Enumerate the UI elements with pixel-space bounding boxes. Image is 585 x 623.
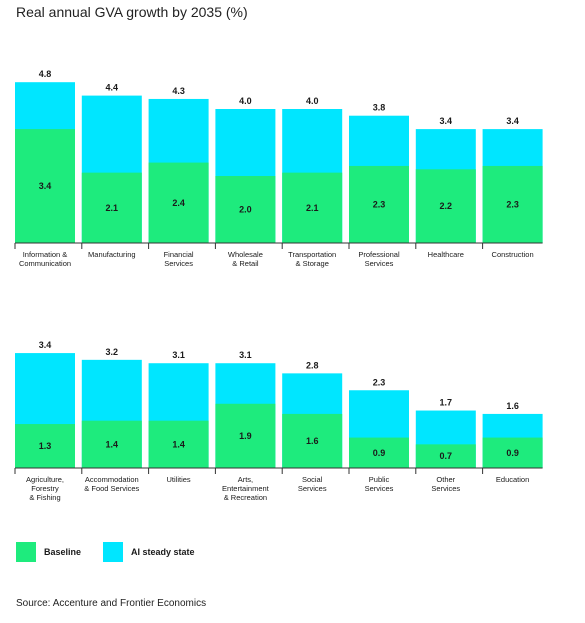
bar-baseline <box>81 172 142 243</box>
bar-baseline <box>215 403 276 468</box>
bar-charts: 4.8 3.4 Information & Communication 4.4 2.1 Ma… <box>14 69 543 502</box>
category-label: Professional Services <box>358 250 400 268</box>
category-label: Other Services <box>431 475 460 493</box>
bar-baseline <box>415 169 476 243</box>
data-label-baseline: 0.7 <box>440 451 453 461</box>
data-label-ai: 1.6 <box>506 401 519 411</box>
data-label-baseline: 1.4 <box>172 439 185 449</box>
data-label-ai: 4.0 <box>239 96 252 106</box>
data-label-ai: 4.0 <box>306 96 319 106</box>
legend-label-baseline: Baseline <box>44 547 82 557</box>
data-label-baseline: 1.6 <box>306 436 319 446</box>
bar-baseline <box>148 420 209 468</box>
legend-item-ai: AI steady state <box>103 542 195 562</box>
legend: Baseline AI steady state <box>0 542 585 564</box>
bar-baseline <box>349 437 409 468</box>
data-label-baseline: 2.3 <box>373 199 386 209</box>
data-label-ai: 4.3 <box>172 86 185 96</box>
category-label: Financial Services <box>164 250 194 268</box>
category-label: Manufacturing <box>88 250 136 259</box>
data-label-baseline: 2.1 <box>306 203 319 213</box>
data-label-baseline: 0.9 <box>373 448 386 458</box>
data-label-baseline: 1.3 <box>39 441 52 451</box>
category-label: Social Services <box>298 475 327 493</box>
bar-baseline <box>81 420 142 468</box>
category-label: Transportation & Storage <box>288 250 336 268</box>
data-label-ai: 3.4 <box>39 340 52 350</box>
category-label: Public Services <box>365 475 394 493</box>
data-label-baseline: 2.2 <box>440 201 453 211</box>
data-label-baseline: 0.9 <box>506 448 519 458</box>
bar-baseline <box>15 424 75 468</box>
data-label-ai: 3.4 <box>506 116 519 126</box>
category-label: Arts, Entertainment & Recreation <box>222 475 270 502</box>
legend-swatch-baseline <box>16 542 36 562</box>
data-label-ai: 3.4 <box>440 116 453 126</box>
legend-label-ai: AI steady state <box>131 547 195 557</box>
bar-baseline <box>415 444 476 468</box>
data-label-ai: 3.8 <box>373 103 386 113</box>
category-label: Healthcare <box>428 250 464 259</box>
data-label-baseline: 3.4 <box>39 181 52 191</box>
bar-baseline <box>215 176 276 243</box>
bar-baseline <box>282 413 343 468</box>
bar-baseline <box>282 172 343 243</box>
data-label-baseline: 1.9 <box>239 431 252 441</box>
category-label: Utilities <box>167 475 191 484</box>
data-label-baseline: 2.0 <box>239 205 252 215</box>
data-label-baseline: 2.4 <box>172 198 185 208</box>
data-label-ai: 2.3 <box>373 377 386 387</box>
category-label: Construction <box>492 250 534 259</box>
data-label-ai: 2.8 <box>306 360 319 370</box>
bar-baseline <box>482 437 543 468</box>
source-note: Source: Accenture and Frontier Economics <box>16 598 207 609</box>
data-label-ai: 1.7 <box>440 398 453 408</box>
category-label: Agriculture, Forestry & Fishing <box>26 475 64 502</box>
bar-baseline <box>15 129 75 243</box>
category-label: Information & Communication <box>19 250 71 268</box>
data-label-ai: 3.1 <box>239 350 252 360</box>
data-label-ai: 4.4 <box>106 83 119 93</box>
data-label-ai: 3.2 <box>106 347 119 357</box>
data-label-baseline: 1.4 <box>106 439 119 449</box>
category-label: Wholesale & Retail <box>228 250 263 268</box>
category-label: Accommodation & Food Services <box>84 475 139 493</box>
data-label-baseline: 2.3 <box>506 199 519 209</box>
bar-baseline <box>349 165 409 243</box>
bar-baseline <box>482 165 543 243</box>
category-label: Education <box>496 475 529 484</box>
data-label-ai: 4.8 <box>39 69 52 79</box>
data-label-baseline: 2.1 <box>106 203 119 213</box>
chart-title: Real annual GVA growth by 2035 (%) <box>16 4 248 20</box>
legend-swatch-ai <box>103 542 123 562</box>
bar-baseline <box>148 162 209 243</box>
legend-item-baseline: Baseline <box>16 542 81 562</box>
data-label-ai: 3.1 <box>172 350 185 360</box>
